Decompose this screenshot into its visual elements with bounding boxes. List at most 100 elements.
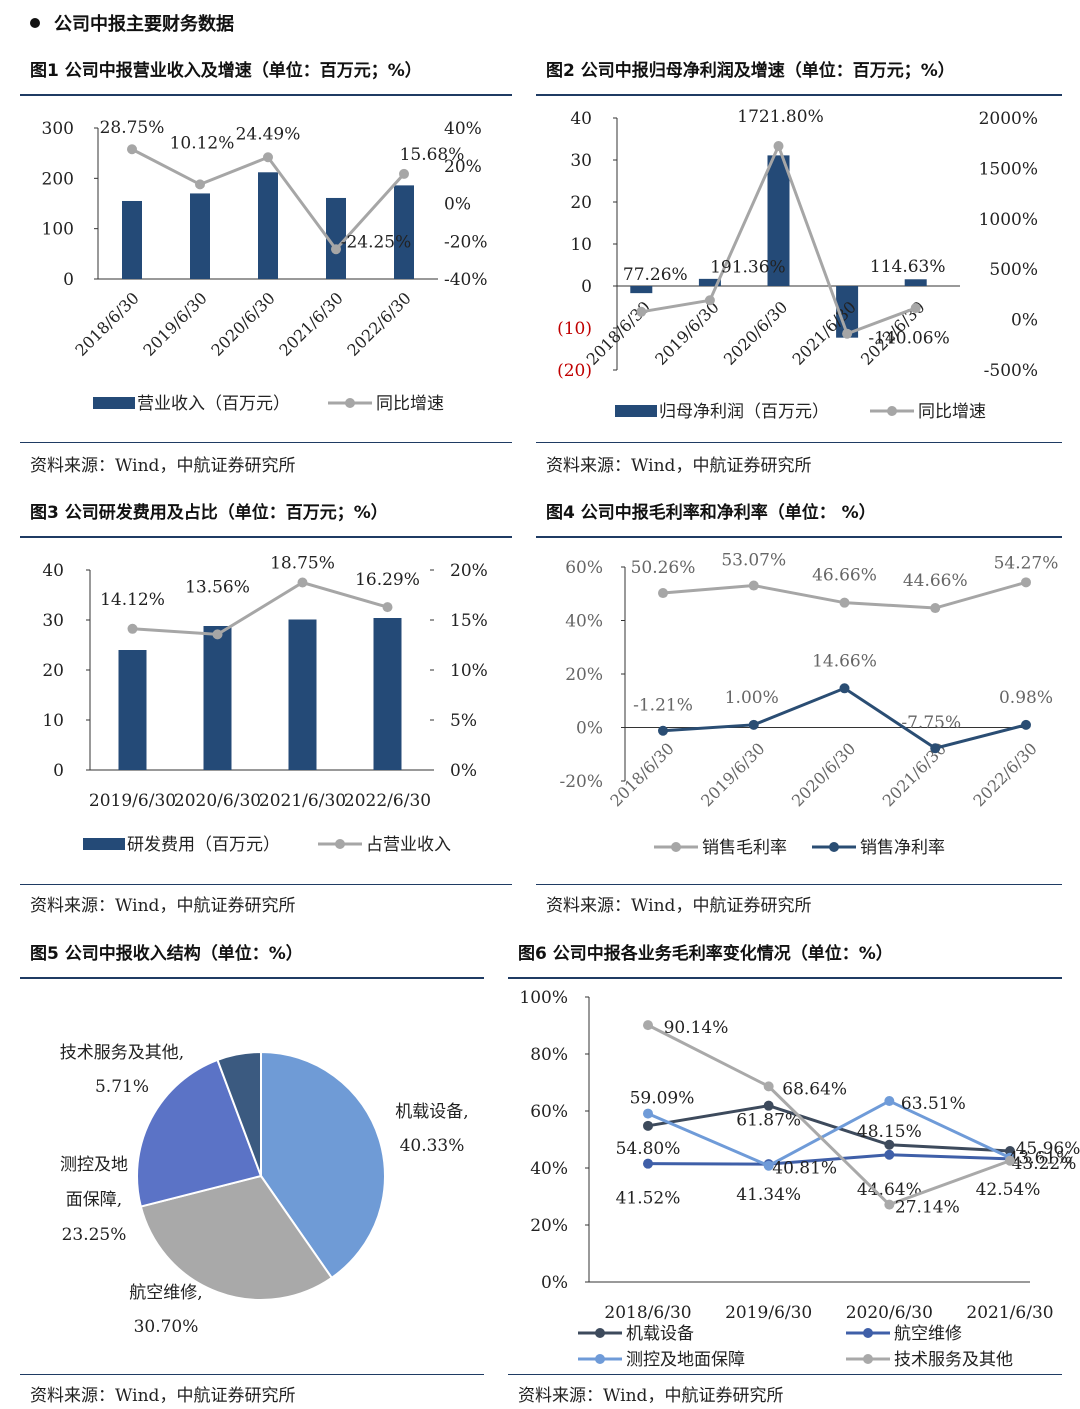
fig6-point bbox=[884, 1199, 895, 1210]
fig1-ytick-right: -20% bbox=[444, 232, 488, 252]
fig6-data-label: 43.61% bbox=[1008, 1149, 1073, 1169]
fig4-point bbox=[1021, 577, 1031, 588]
section-header: 公司中报主要财务数据 bbox=[30, 8, 234, 38]
fig6-legend-1-label: 航空维修 bbox=[894, 1324, 962, 1344]
fig3-data-label: 18.75% bbox=[270, 554, 335, 574]
fig6-point bbox=[643, 1120, 653, 1131]
fig4-data-label: 14.66% bbox=[812, 651, 877, 671]
fig6-point bbox=[763, 1081, 774, 1092]
fig1-point bbox=[399, 168, 409, 179]
fig3-point bbox=[127, 623, 138, 634]
fig4-data-label: 44.66% bbox=[903, 571, 968, 591]
fig4-data-label: 46.66% bbox=[812, 566, 877, 586]
fig1-bar bbox=[258, 172, 278, 279]
fig2-bar bbox=[904, 279, 927, 286]
fig4-data-label: -1.21% bbox=[633, 696, 693, 716]
fig3-top-rule bbox=[20, 536, 512, 538]
fig1-xtick: 2021/6/30 bbox=[275, 288, 346, 359]
fig1-legend-line-marker bbox=[345, 398, 355, 408]
fig3-ytick-left: 40 bbox=[42, 561, 64, 581]
fig6-legend-3-label: 技术服务及其他 bbox=[894, 1350, 1013, 1370]
fig2-legend-line-marker bbox=[887, 406, 897, 416]
fig2-bar bbox=[836, 286, 859, 338]
fig6-legend-0-label: 机载设备 bbox=[626, 1324, 694, 1344]
fig1-data-label: 28.75% bbox=[100, 118, 165, 138]
fig6-data-label: 48.15% bbox=[857, 1122, 922, 1142]
fig2-ytick-right: -500% bbox=[984, 361, 1038, 381]
fig1-ytick-right: -40% bbox=[444, 270, 488, 290]
fig6-data-label: 59.09% bbox=[630, 1089, 695, 1109]
fig1-xtick: 2019/6/30 bbox=[139, 288, 210, 359]
fig2-legend-bar-swatch bbox=[615, 405, 657, 417]
fig1-xtick: 2018/6/30 bbox=[71, 288, 142, 359]
fig2-bar bbox=[698, 278, 721, 286]
fig4-ytick: 20% bbox=[565, 665, 603, 685]
fig4-point bbox=[930, 743, 941, 754]
fig1-legend-bar-label: 营业收入（百万元） bbox=[137, 394, 290, 414]
fig4-data-label: 0.98% bbox=[999, 688, 1053, 708]
fig3-bar bbox=[373, 618, 402, 770]
fig1-bar bbox=[394, 185, 414, 279]
fig4-point bbox=[658, 588, 668, 599]
fig3-source: 资料来源：Wind，中航证券研究所 bbox=[30, 896, 296, 916]
fig2-data-label: 77.26% bbox=[623, 265, 688, 285]
fig2-xtick: 2020/6/30 bbox=[720, 297, 791, 368]
fig6-data-label: 27.14% bbox=[895, 1198, 960, 1218]
fig6-title: 图6 公司中报各业务毛利率变化情况（单位：%） bbox=[518, 944, 893, 964]
fig1-bar bbox=[122, 200, 142, 279]
fig2-ytick-left: 40 bbox=[570, 109, 592, 129]
fig3-ytick-left: 20 bbox=[42, 661, 64, 681]
fig4-legend-1-label: 销售净利率 bbox=[860, 838, 945, 858]
fig3-data-label: 13.56% bbox=[185, 577, 250, 597]
fig6-legend-1-marker bbox=[863, 1328, 873, 1338]
fig1-ytick-left: 0 bbox=[63, 270, 74, 290]
fig4-title: 图4 公司中报毛利率和净利率（单位： %） bbox=[546, 503, 876, 523]
fig6-ytick: 40% bbox=[530, 1159, 568, 1179]
fig4-bottom-rule bbox=[536, 884, 1062, 885]
fig3-bar bbox=[203, 626, 232, 770]
fig3-xtick: 2019/6/30 bbox=[89, 791, 176, 811]
fig6-xtick: 2020/6/30 bbox=[846, 1303, 933, 1323]
fig6-ytick: 0% bbox=[541, 1273, 568, 1293]
fig4-data-label: -7.75% bbox=[901, 713, 961, 733]
fig2-data-label: 1721.80% bbox=[737, 107, 823, 127]
fig6-ytick: 60% bbox=[530, 1102, 568, 1122]
fig3-title: 图3 公司研发费用及占比（单位：百万元；%） bbox=[30, 503, 388, 523]
fig4-ytick: 0% bbox=[576, 719, 603, 739]
fig3-ytick-left: 10 bbox=[42, 711, 64, 731]
fig4-legend-0-marker bbox=[671, 842, 681, 852]
fig2-ytick-left: (10) bbox=[557, 319, 592, 339]
fig3-legend-bar-swatch bbox=[83, 838, 125, 850]
fig6-point bbox=[643, 1020, 653, 1031]
fig3-point bbox=[382, 602, 393, 613]
fig2-point bbox=[636, 306, 647, 317]
fig5-slice-label: 30.70% bbox=[134, 1317, 199, 1337]
fig5-slice-label: 23.25% bbox=[62, 1225, 127, 1245]
fig5-slice-label: 机载设备, bbox=[395, 1102, 468, 1122]
section-title: 公司中报主要财务数据 bbox=[54, 14, 234, 35]
fig1-ytick-left: 100 bbox=[42, 220, 74, 240]
fig6-data-label: 41.52% bbox=[616, 1189, 681, 1209]
fig6-source: 资料来源：Wind，中航证券研究所 bbox=[518, 1386, 784, 1406]
fig2-ytick-left: 10 bbox=[570, 235, 592, 255]
fig6-point bbox=[763, 1160, 774, 1171]
fig1-bottom-rule bbox=[20, 442, 512, 443]
fig5-slice-label: 技术服务及其他, bbox=[60, 1043, 184, 1063]
fig6-xtick: 2019/6/30 bbox=[725, 1303, 812, 1323]
fig3-ytick-right: 0% bbox=[450, 761, 477, 781]
fig2-ytick-left: 20 bbox=[570, 193, 592, 213]
fig6-bottom-rule bbox=[508, 1374, 1062, 1375]
fig1-point bbox=[127, 144, 137, 155]
fig4-data-label: 50.26% bbox=[631, 558, 696, 578]
fig3-legend-line-marker bbox=[335, 839, 345, 849]
fig1-ytick-left: 300 bbox=[42, 119, 74, 139]
fig6-data-label: 45.96% bbox=[1016, 1139, 1080, 1159]
fig2-ytick-right: 2000% bbox=[979, 109, 1038, 129]
fig6-data-label: 41.34% bbox=[736, 1185, 801, 1205]
fig4-point bbox=[839, 683, 850, 694]
fig6-data-label: 44.64% bbox=[857, 1180, 922, 1200]
fig6-point bbox=[763, 1100, 774, 1111]
fig1-source: 资料来源：Wind，中航证券研究所 bbox=[30, 456, 296, 476]
fig3-ytick-left: 30 bbox=[42, 611, 64, 631]
fig6-legend-2-label: 测控及地面保障 bbox=[626, 1350, 745, 1370]
